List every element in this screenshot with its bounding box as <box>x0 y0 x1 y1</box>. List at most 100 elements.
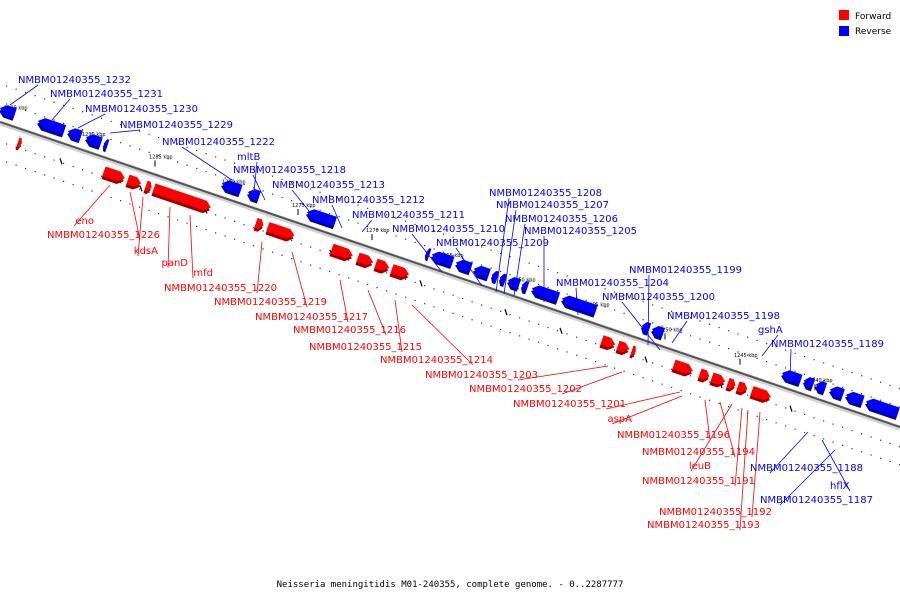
reverse-gene-label[interactable]: NMBM01240355_1213 <box>272 180 385 191</box>
reverse-gene[interactable] <box>453 258 473 276</box>
reverse-gene-label[interactable]: NMBM01240355_1230 <box>85 104 198 115</box>
forward-gene-label[interactable]: NMBM01240355_1193 <box>647 520 760 531</box>
forward-gene-label[interactable]: NMBM01240355_1202 <box>469 384 582 395</box>
forward-gene-label[interactable]: NMBM01240355_1196 <box>617 430 730 441</box>
forward-gene[interactable] <box>749 386 772 405</box>
reverse-gene-label[interactable]: NMBM01240355_1209 <box>436 238 549 249</box>
reverse-gene[interactable] <box>219 178 243 198</box>
guide-dot <box>481 246 483 248</box>
reverse-gene[interactable] <box>489 270 500 285</box>
reverse-gene[interactable] <box>813 380 828 396</box>
reverse-gene-label[interactable]: NMBM01240355_1188 <box>750 463 863 474</box>
reverse-gene[interactable] <box>827 385 845 402</box>
guide-dot <box>6 103 8 105</box>
reverse-gene-label[interactable]: mltB <box>237 152 260 163</box>
forward-gene[interactable] <box>629 345 637 359</box>
reverse-gene-label[interactable]: NMBM01240355_1208 <box>489 188 602 199</box>
forward-gene[interactable] <box>329 243 354 263</box>
reverse-gene[interactable] <box>505 275 521 292</box>
forward-gene[interactable] <box>615 340 631 357</box>
guide-dot <box>614 309 616 311</box>
forward-gene[interactable] <box>253 218 265 233</box>
caption: Neisseria meningitidis M01-240355, compl… <box>277 580 624 590</box>
forward-gene-label[interactable]: NMBM01240355_1216 <box>293 325 406 336</box>
forward-gene-label[interactable]: NMBM01240355_1203 <box>425 370 538 381</box>
forward-gene[interactable] <box>355 252 374 270</box>
forward-gene-label[interactable]: NMBM01240355_1194 <box>642 447 755 458</box>
forward-gene[interactable] <box>143 180 153 195</box>
reverse-gene-label[interactable]: gshA <box>758 325 783 336</box>
forward-gene-label[interactable]: NMBM01240355_1215 <box>309 342 422 353</box>
forward-gene-label[interactable]: kdsA <box>134 246 158 257</box>
reverse-gene-label[interactable]: NMBM01240355_1212 <box>312 195 425 206</box>
forward-gene[interactable] <box>671 359 694 379</box>
forward-gene-label[interactable]: NMBM01240355_1201 <box>513 399 626 410</box>
reverse-gene-label[interactable]: NMBM01240355_1211 <box>352 210 465 221</box>
reverse-gene[interactable] <box>843 390 865 409</box>
forward-gene[interactable] <box>373 258 390 276</box>
forward-gene[interactable] <box>735 381 749 397</box>
forward-gene[interactable] <box>389 264 410 282</box>
forward-gene-label[interactable]: eno <box>75 216 94 227</box>
reverse-gene-label[interactable]: NMBM01240355_1189 <box>771 339 884 350</box>
reverse-gene-label[interactable]: NMBM01240355_1200 <box>602 292 715 303</box>
reverse-gene[interactable] <box>779 368 803 388</box>
reverse-gene[interactable] <box>519 280 530 295</box>
forward-gene[interactable] <box>151 183 212 215</box>
reverse-gene[interactable] <box>497 273 508 287</box>
forward-gene[interactable] <box>725 377 737 393</box>
forward-gene[interactable] <box>697 368 711 384</box>
reverse-gene-label[interactable]: NMBM01240355_1204 <box>556 278 669 289</box>
reverse-gene[interactable] <box>245 187 261 204</box>
reverse-gene-label[interactable]: NMBM01240355_1205 <box>524 226 637 237</box>
guide-dot <box>367 283 369 285</box>
forward-gene[interactable] <box>265 222 296 243</box>
forward-gene[interactable] <box>599 335 616 352</box>
reverse-gene[interactable] <box>863 397 900 420</box>
reverse-gene-label[interactable]: NMBM01240355_1198 <box>667 311 780 322</box>
reverse-gene[interactable] <box>0 103 17 121</box>
forward-gene[interactable] <box>15 137 23 151</box>
reverse-gene-label[interactable]: NMBM01240355_1207 <box>496 200 609 211</box>
reverse-gene[interactable] <box>65 126 83 144</box>
forward-gene-label[interactable]: NMBM01240355_1192 <box>659 507 772 518</box>
forward-gene-label[interactable]: mfd <box>193 268 213 279</box>
guide-dot <box>129 145 131 147</box>
reverse-gene-label[interactable]: NMBM01240355_1231 <box>50 89 163 100</box>
reverse-gene-label[interactable]: NMBM01240355_1222 <box>162 137 275 148</box>
forward-gene[interactable] <box>709 372 726 390</box>
reverse-gene-label[interactable]: NMBM01240355_1218 <box>233 165 346 176</box>
reverse-gene[interactable] <box>801 376 816 392</box>
reverse-gene[interactable] <box>101 139 110 153</box>
reverse-gene[interactable] <box>529 284 561 305</box>
reverse-gene[interactable] <box>35 116 67 138</box>
forward-gene-label[interactable]: NMBM01240355_1226 <box>47 230 160 241</box>
reverse-gene[interactable] <box>471 264 491 282</box>
forward-gene-label[interactable]: panD <box>161 258 188 269</box>
reverse-gene-label[interactable]: NMBM01240355_1210 <box>392 224 505 235</box>
reverse-gene[interactable] <box>83 132 103 150</box>
forward-gene-label[interactable]: NMBM01240355_1217 <box>255 312 368 323</box>
forward-gene-label[interactable]: NMBM01240355_1219 <box>214 297 327 308</box>
forward-gene-label[interactable]: NMBM01240355_1220 <box>164 283 277 294</box>
reverse-gene-label[interactable]: hflX <box>830 481 850 492</box>
guide-dot <box>585 357 587 360</box>
reverse-gene[interactable] <box>429 250 455 270</box>
forward-gene-label[interactable]: NMBM01240355_1191 <box>642 476 755 487</box>
reverse-gene-label[interactable]: NMBM01240355_1229 <box>120 120 233 131</box>
reverse-gene[interactable] <box>649 324 665 341</box>
reverse-gene-label[interactable]: NMBM01240355_1206 <box>505 214 618 225</box>
reverse-gene[interactable] <box>559 294 598 318</box>
reverse-gene-label[interactable]: NMBM01240355_1199 <box>629 265 742 276</box>
forward-gene-label[interactable]: NMBM01240355_1214 <box>380 355 493 366</box>
forward-gene-label[interactable]: aspA <box>607 414 632 425</box>
forward-gene-label[interactable]: leuB <box>689 461 711 472</box>
guide-dot <box>376 210 378 213</box>
reverse-gene[interactable] <box>423 248 432 262</box>
forward-gene[interactable] <box>101 166 126 186</box>
reverse-gene-label[interactable]: NMBM01240355_1187 <box>760 495 873 506</box>
reverse-gene-label[interactable]: NMBM01240355_1232 <box>18 75 131 86</box>
forward-gene[interactable] <box>125 174 142 192</box>
reverse-gene-leader <box>821 439 851 492</box>
reverse-gene[interactable] <box>639 321 652 336</box>
